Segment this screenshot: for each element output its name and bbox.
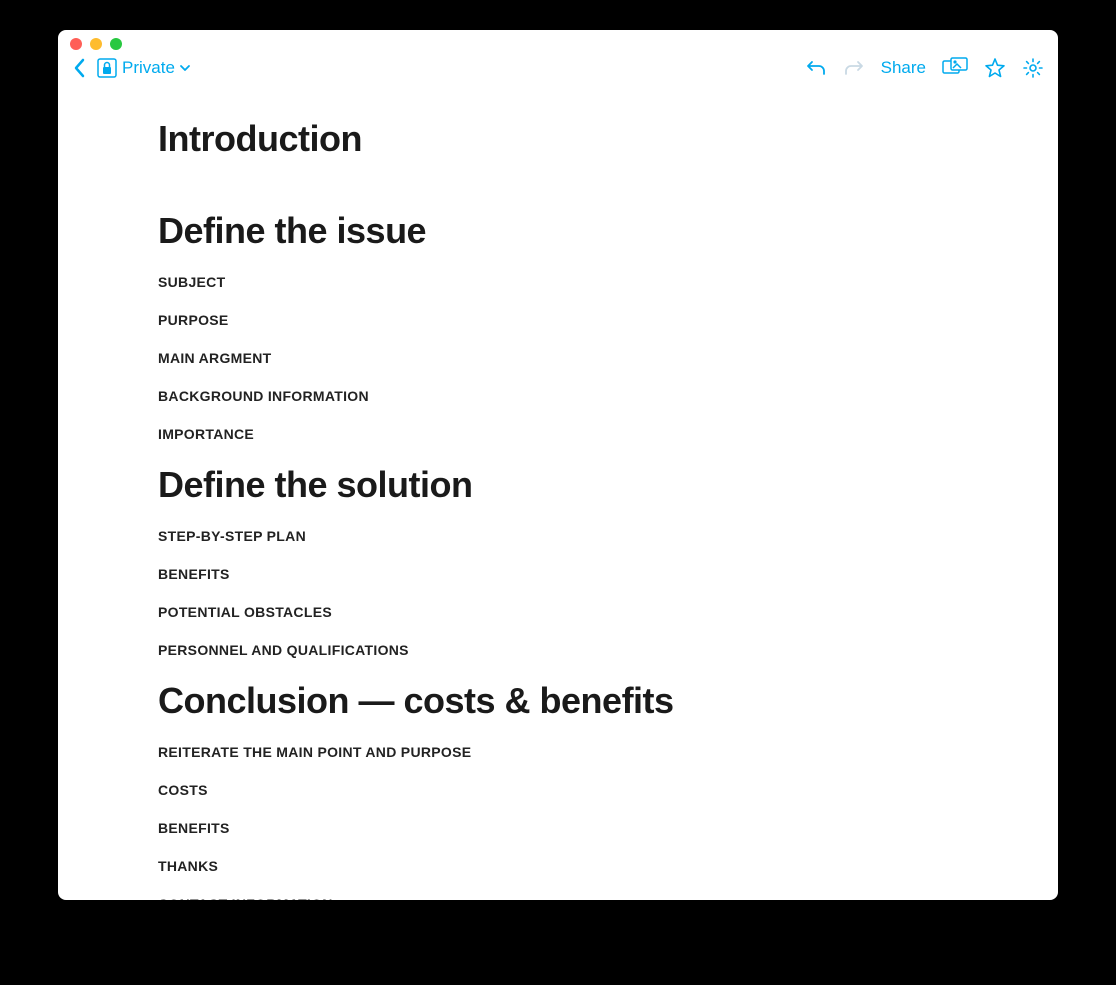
outline-item: BENEFITS	[158, 566, 958, 582]
chevron-down-icon	[179, 62, 191, 74]
app-window: Private Share	[58, 30, 1058, 900]
share-button[interactable]: Share	[881, 58, 926, 78]
settings-button[interactable]	[1022, 57, 1044, 79]
undo-button[interactable]	[805, 58, 827, 78]
redo-button[interactable]	[843, 58, 865, 78]
outline-item: THANKS	[158, 858, 958, 874]
toolbar: Private Share	[58, 48, 1058, 88]
toolbar-left: Private	[72, 57, 191, 79]
presentation-button[interactable]	[942, 57, 968, 79]
outline-item: MAIN ARGMENT	[158, 350, 958, 366]
toolbar-right: Share	[805, 57, 1044, 79]
outline-item: BACKGROUND INFORMATION	[158, 388, 958, 404]
outline-item: STEP-BY-STEP PLAN	[158, 528, 958, 544]
privacy-dropdown[interactable]: Private	[96, 57, 191, 79]
section-heading: Define the solution	[158, 464, 958, 506]
outline-item: COSTS	[158, 782, 958, 798]
back-button[interactable]	[72, 57, 88, 79]
privacy-label: Private	[122, 58, 175, 78]
outline-item: REITERATE THE MAIN POINT AND PURPOSE	[158, 744, 958, 760]
outline-item: CONTACT INFORMATION	[158, 896, 958, 900]
lock-icon	[96, 57, 118, 79]
outline-item: POTENTIAL OBSTACLES	[158, 604, 958, 620]
outline-item: IMPORTANCE	[158, 426, 958, 442]
star-button[interactable]	[984, 57, 1006, 79]
outline-item: SUBJECT	[158, 274, 958, 290]
section-heading: Conclusion — costs & benefits	[158, 680, 958, 722]
outline-item: PERSONNEL AND QUALIFICATIONS	[158, 642, 958, 658]
titlebar	[58, 30, 1058, 48]
outline-item: BENEFITS	[158, 820, 958, 836]
document-content: Introduction Define the issue SUBJECT PU…	[58, 88, 1058, 900]
section-heading: Define the issue	[158, 210, 958, 252]
page-title: Introduction	[158, 118, 958, 160]
outline-item: PURPOSE	[158, 312, 958, 328]
